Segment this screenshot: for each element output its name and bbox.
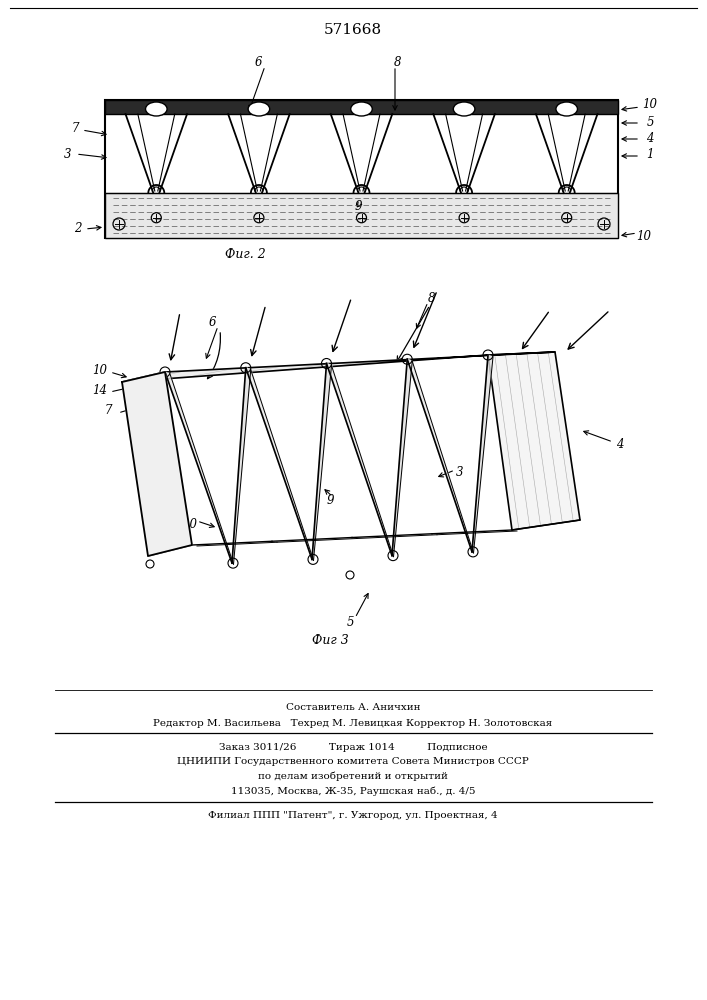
Text: 3: 3 — [64, 147, 71, 160]
Polygon shape — [488, 352, 580, 530]
Bar — [105, 100, 618, 114]
Text: 4: 4 — [617, 438, 624, 452]
Text: 3: 3 — [456, 466, 464, 479]
Ellipse shape — [146, 102, 167, 116]
Ellipse shape — [351, 102, 373, 116]
Ellipse shape — [453, 102, 475, 116]
Polygon shape — [327, 363, 394, 557]
Text: 8: 8 — [395, 55, 402, 68]
Text: 2: 2 — [74, 223, 82, 235]
Text: 10: 10 — [182, 518, 197, 532]
Bar — [105, 193, 618, 238]
Text: 9: 9 — [354, 200, 362, 214]
Text: Заказ 3011/26          Тираж 1014          Подписное: Заказ 3011/26 Тираж 1014 Подписное — [218, 742, 487, 752]
Text: 10: 10 — [636, 230, 651, 242]
Text: 5: 5 — [646, 115, 654, 128]
Polygon shape — [165, 372, 233, 564]
Text: Составитель А. Аничхин: Составитель А. Аничхин — [286, 702, 420, 712]
Text: 1: 1 — [646, 148, 654, 161]
Text: 10: 10 — [93, 363, 107, 376]
Text: 5: 5 — [346, 615, 354, 629]
Text: Фиг. 2: Фиг. 2 — [225, 247, 265, 260]
Text: 10: 10 — [643, 99, 658, 111]
Text: 8: 8 — [428, 292, 436, 304]
Bar — [105, 100, 618, 238]
Text: Фиг 3: Фиг 3 — [312, 634, 349, 647]
Text: 6: 6 — [209, 316, 216, 328]
Polygon shape — [392, 359, 412, 557]
Polygon shape — [407, 359, 474, 553]
Text: 9: 9 — [326, 493, 334, 506]
Text: по делам изобретений и открытий: по делам изобретений и открытий — [258, 771, 448, 781]
Text: Филиал ППП "Патент", г. Ужгород, ул. Проектная, 4: Филиал ППП "Патент", г. Ужгород, ул. Про… — [208, 810, 498, 820]
Polygon shape — [122, 372, 192, 556]
Text: 4: 4 — [646, 131, 654, 144]
Polygon shape — [232, 368, 251, 564]
Text: 7: 7 — [104, 403, 112, 416]
Text: ЦНИИПИ Государственного комитета Совета Министров СССР: ЦНИИПИ Государственного комитета Совета … — [177, 758, 529, 766]
Text: 14: 14 — [93, 383, 107, 396]
Text: Редактор М. Васильева   Техред М. Левицкая Корректор Н. Золотовская: Редактор М. Васильева Техред М. Левицкая… — [153, 718, 553, 728]
Ellipse shape — [556, 102, 578, 116]
Polygon shape — [312, 363, 332, 560]
Polygon shape — [122, 352, 555, 382]
Text: 6: 6 — [255, 55, 262, 68]
Ellipse shape — [248, 102, 269, 116]
Text: 571668: 571668 — [324, 23, 382, 37]
Polygon shape — [472, 355, 493, 553]
Text: 113035, Москва, Ж-35, Раушская наб., д. 4/5: 113035, Москва, Ж-35, Раушская наб., д. … — [230, 786, 475, 796]
Text: 7: 7 — [71, 121, 78, 134]
Polygon shape — [246, 368, 313, 560]
